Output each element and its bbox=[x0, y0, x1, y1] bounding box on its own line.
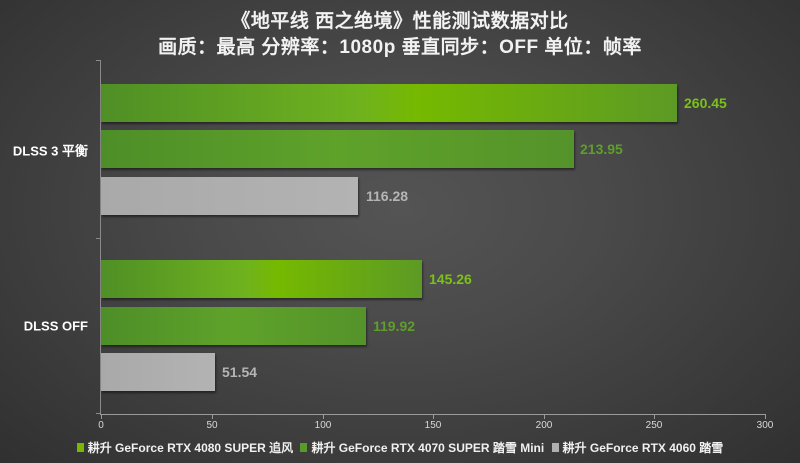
x-tick-label: 200 bbox=[535, 420, 553, 431]
y-axis bbox=[100, 60, 101, 414]
x-tick bbox=[212, 414, 213, 419]
legend-label: 耕升 GeForce RTX 4080 SUPER 追风 bbox=[87, 441, 294, 455]
x-tick-label: 150 bbox=[424, 420, 442, 431]
chart-subtitle: 画质：最高 分辨率：1080p 垂直同步：OFF 单位：帧率 bbox=[158, 37, 642, 58]
chart-title: 《地平线 西之绝境》性能测试数据对比 bbox=[231, 11, 569, 32]
value-label: 213.95 bbox=[580, 141, 623, 157]
bar-4060-dlss3 bbox=[101, 177, 358, 215]
value-label: 51.54 bbox=[222, 364, 258, 380]
legend-label: 耕升 GeForce RTX 4070 SUPER 踏雪 Mini bbox=[311, 441, 545, 455]
x-tick bbox=[765, 414, 766, 419]
category-label-dlss3: DLSS 3 平衡 bbox=[12, 143, 88, 159]
x-tick bbox=[654, 414, 655, 419]
x-tick-label: 50 bbox=[206, 420, 218, 431]
category-label-dlss-off: DLSS OFF bbox=[23, 318, 88, 334]
bar-4070super-dlss-off bbox=[101, 307, 366, 345]
bar-4060-dlss-off bbox=[101, 353, 215, 391]
legend: 耕升 GeForce RTX 4080 SUPER 追风 耕升 GeForce … bbox=[0, 439, 800, 456]
legend-swatch-icon bbox=[551, 443, 559, 452]
x-tick bbox=[101, 414, 102, 419]
value-label: 145.26 bbox=[429, 271, 472, 287]
legend-item-4070super[interactable]: 耕升 GeForce RTX 4070 SUPER 踏雪 Mini bbox=[300, 439, 544, 456]
value-label: 260.45 bbox=[684, 95, 727, 111]
legend-item-4080super[interactable]: 耕升 GeForce RTX 4080 SUPER 追风 bbox=[76, 439, 294, 456]
bar-4080super-dlss-off bbox=[101, 260, 422, 298]
x-tick bbox=[544, 414, 545, 419]
x-tick-label: 250 bbox=[645, 420, 663, 431]
x-tick-label: 300 bbox=[756, 420, 774, 431]
x-tick bbox=[323, 414, 324, 419]
x-tick-label: 0 bbox=[98, 420, 104, 431]
value-label: 116.28 bbox=[366, 188, 409, 204]
y-tick bbox=[96, 60, 101, 61]
legend-swatch-icon bbox=[76, 443, 84, 452]
legend-swatch-icon bbox=[300, 443, 308, 452]
bar-4080super-dlss3 bbox=[101, 84, 677, 122]
legend-item-4060[interactable]: 耕升 GeForce RTX 4060 踏雪 bbox=[551, 439, 724, 456]
legend-label: 耕升 GeForce RTX 4060 踏雪 bbox=[562, 441, 724, 455]
y-tick bbox=[96, 413, 101, 414]
bar-4070super-dlss3 bbox=[101, 130, 574, 168]
x-tick bbox=[433, 414, 434, 419]
y-tick bbox=[96, 238, 101, 239]
value-label: 119.92 bbox=[373, 318, 416, 334]
x-tick-label: 100 bbox=[314, 420, 332, 431]
